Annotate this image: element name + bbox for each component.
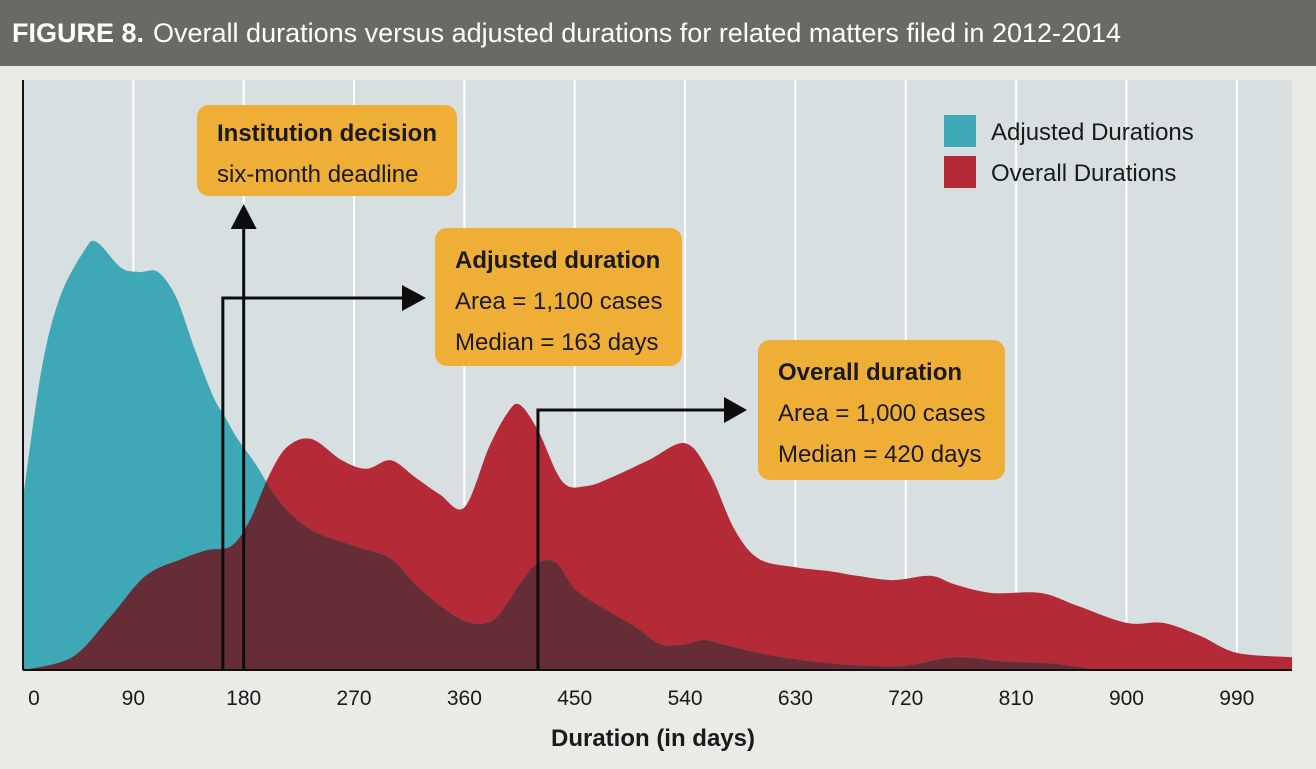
x-tick-label-180: 180	[226, 687, 261, 710]
x-tick-label-0: 0	[28, 687, 40, 710]
figure-label: FIGURE 8.	[12, 17, 145, 48]
overall-callout-area: Area = 1,000 cases	[778, 400, 986, 427]
annotation-arrows	[221, 204, 747, 670]
institution-arrow-head	[230, 204, 257, 229]
adjusted-duration-callout: Adjusted duration Area = 1,100 cases Med…	[435, 228, 683, 366]
institution-decision-callout: Institution decision six-month deadline	[197, 105, 457, 196]
figure-title-bar: FIGURE 8. Overall durations versus adjus…	[0, 0, 1316, 66]
x-tick-label-630: 630	[778, 687, 813, 710]
x-tick-label-450: 450	[557, 687, 592, 710]
adjusted-callout-area: Area = 1,100 cases	[455, 288, 663, 315]
legend-swatch-adjusted	[944, 115, 976, 147]
legend-label-overall: Overall Durations	[991, 160, 1176, 187]
x-tick-label-720: 720	[888, 687, 923, 710]
x-tick-label-540: 540	[668, 687, 703, 710]
axes	[22, 80, 1292, 671]
x-tick-label-270: 270	[337, 687, 372, 710]
x-tick-label-810: 810	[999, 687, 1034, 710]
legend: Adjusted Durations Overall Durations	[944, 115, 1194, 188]
legend-label-adjusted: Adjusted Durations	[991, 119, 1194, 146]
legend-swatch-overall	[944, 156, 976, 188]
overall-median-arrow-head	[724, 397, 747, 423]
adjusted-callout-heading: Adjusted duration	[455, 247, 661, 274]
x-tick-label-990: 990	[1219, 687, 1254, 710]
x-tick-label-360: 360	[447, 687, 482, 710]
institution-callout-heading: Institution decision	[217, 120, 437, 147]
x-tick-labels: 0 90 180 270 360 450 540 630 720 810 900 990	[28, 687, 1254, 710]
overall-callout-median: Median = 420 days	[778, 441, 982, 468]
institution-callout-line: six-month deadline	[217, 161, 419, 188]
figure-title: Overall durations versus adjusted durati…	[153, 17, 1122, 48]
adjusted-callout-median: Median = 163 days	[455, 329, 659, 356]
adjusted-median-arrow-line	[221, 296, 404, 670]
overall-median-arrow-line	[536, 408, 726, 670]
overall-callout-heading: Overall duration	[778, 359, 963, 386]
x-tick-label-90: 90	[122, 687, 145, 710]
x-tick-label-900: 900	[1109, 687, 1144, 710]
overall-duration-callout: Overall duration Area = 1,000 cases Medi…	[758, 340, 1006, 480]
x-axis-label: Duration (in days)	[551, 725, 755, 752]
adjusted-median-arrow-head	[402, 285, 426, 311]
